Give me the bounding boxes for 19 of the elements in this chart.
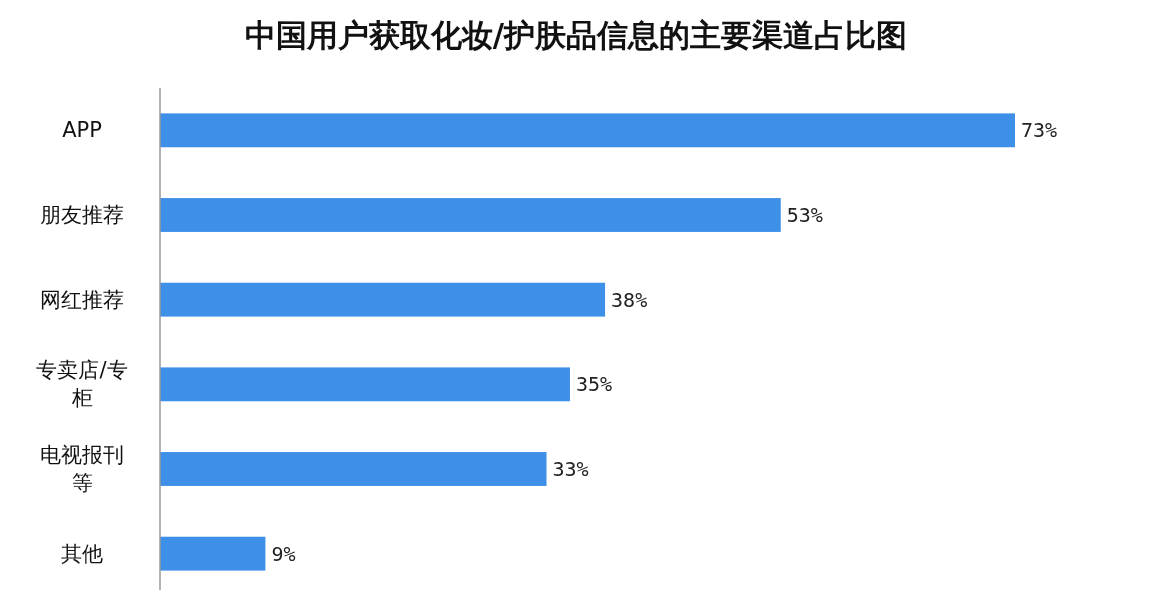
y-tick-label: APP <box>62 118 102 143</box>
bar <box>160 282 606 317</box>
bar <box>160 452 547 486</box>
y-tick-label: 电视报刊等 <box>40 443 124 495</box>
y-tick-label: 网红推荐 <box>40 287 124 312</box>
data-label: 9% <box>271 541 296 566</box>
bar <box>160 536 266 571</box>
data-label: 33% <box>552 457 589 481</box>
bar <box>160 113 1015 148</box>
data-label: 38% <box>611 287 648 312</box>
data-label: 35% <box>575 372 613 397</box>
y-tick-label: 朋友推荐 <box>40 203 124 227</box>
data-label: 53% <box>786 203 823 227</box>
y-tick-label: 其他 <box>61 541 103 566</box>
data-label: 73% <box>1021 118 1058 143</box>
y-tick-label: 专卖店/专柜 <box>36 358 128 411</box>
bar <box>160 367 570 402</box>
bar <box>160 198 781 232</box>
chart-title: 中国用户获取化妆/护肤品信息的主要渠道占比图 <box>244 17 908 53</box>
